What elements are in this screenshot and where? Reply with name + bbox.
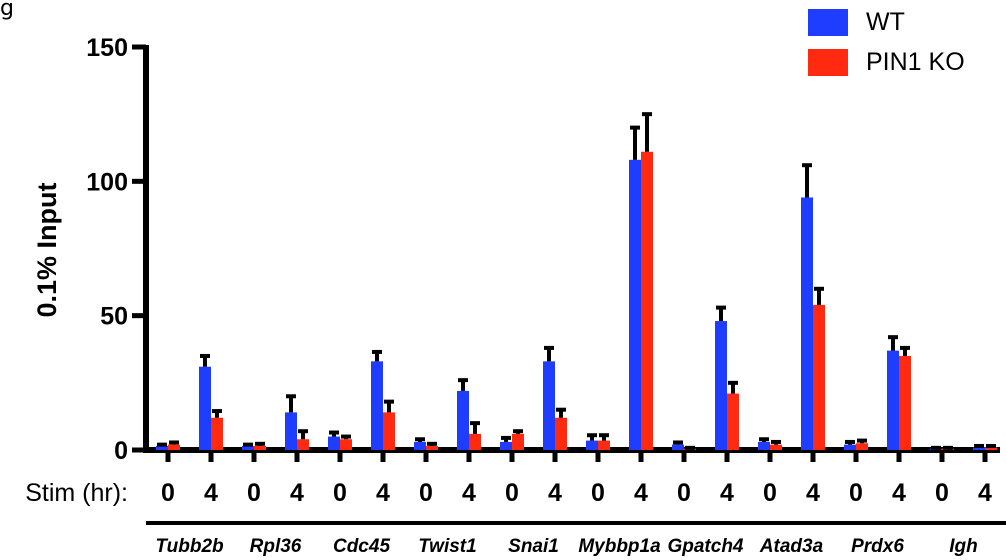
- stim-timepoint-label: 0: [419, 479, 433, 507]
- y-tick-label: 50: [100, 303, 128, 331]
- gene-label: Gpatch4: [667, 536, 743, 557]
- stim-timepoint-label: 4: [548, 479, 562, 507]
- stim-timepoint-label: 4: [978, 479, 992, 507]
- stim-timepoint-label: 0: [333, 479, 347, 507]
- bar-wt: [328, 436, 340, 450]
- bar-ko: [770, 444, 782, 450]
- legend-item-ko: PIN1 KO: [808, 44, 965, 80]
- gene-label: Igh: [949, 536, 978, 557]
- bar-ko: [340, 439, 352, 450]
- gene-label: Prdx6: [851, 536, 904, 557]
- panel-letter: g: [0, 0, 14, 21]
- bar-wt: [758, 441, 770, 450]
- gene-label: Cdc45: [333, 536, 390, 557]
- bar-wt: [973, 447, 985, 450]
- bar-wt: [801, 197, 813, 450]
- bar-ko: [641, 151, 653, 450]
- gene-label: Snai1: [508, 536, 559, 557]
- y-tick-label: 0: [114, 437, 128, 465]
- bar-wt: [844, 444, 856, 450]
- bar-wt: [672, 444, 684, 450]
- bar-wt: [629, 159, 641, 450]
- bar-wt: [543, 361, 555, 450]
- bar-ko: [985, 447, 997, 450]
- bar-wt: [457, 390, 469, 450]
- legend-swatch-wt: [808, 8, 848, 36]
- bar-ko: [598, 440, 610, 450]
- bar-ko: [211, 417, 223, 450]
- bar-ko: [555, 417, 567, 450]
- bar-wt: [285, 412, 297, 450]
- bar-wt: [414, 441, 426, 450]
- legend-label-wt: WT: [866, 7, 905, 36]
- bar-ko: [297, 439, 309, 450]
- bar-wt: [586, 440, 598, 450]
- stim-timepoint-label: 0: [763, 479, 777, 507]
- stim-timepoint-label: 4: [462, 479, 476, 507]
- y-tick-label: 150: [86, 34, 128, 62]
- stim-timepoint-label: 4: [290, 479, 304, 507]
- error-bars: [157, 112, 996, 450]
- legend-item-wt: WT: [808, 4, 965, 40]
- bar-ko: [899, 355, 911, 450]
- stim-timepoint-label: 4: [634, 479, 648, 507]
- bar-ko: [469, 433, 481, 450]
- bar-wt: [887, 350, 899, 450]
- gene-label: Rpl36: [250, 536, 302, 557]
- stim-timepoint-label: 4: [376, 479, 390, 507]
- stim-timepoint-label: 0: [677, 479, 691, 507]
- bar-ko: [383, 412, 395, 450]
- y-axis-label: 0.1% Input: [32, 182, 62, 317]
- legend-swatch-ko: [808, 48, 848, 76]
- stim-timepoint-label: 0: [591, 479, 605, 507]
- stim-timepoint-label: 0: [247, 479, 261, 507]
- x-axis-labels: 0 4 Tubb2b 0 4 Rpl36 0 4 Cdc45 0 4 Twist1 0 4 Snai1 0 4 M…: [146, 479, 1006, 557]
- stim-timepoint-label: 0: [935, 479, 949, 507]
- stim-timepoint-label: 0: [505, 479, 519, 507]
- stim-timepoint-label: 0: [849, 479, 863, 507]
- y-tick-label: 100: [86, 168, 128, 196]
- stim-timepoint-label: 4: [892, 479, 906, 507]
- bar-wt: [371, 361, 383, 450]
- bar-ko: [168, 444, 180, 450]
- stim-timepoint-label: 0: [161, 479, 175, 507]
- bar-wt: [199, 366, 211, 450]
- gene-label: Atad3a: [759, 536, 824, 557]
- legend: WT PIN1 KO: [808, 4, 965, 84]
- gene-label: Tubb2b: [155, 536, 224, 557]
- bar-ko: [813, 304, 825, 450]
- stim-timepoint-label: 4: [806, 479, 820, 507]
- bar-ko: [727, 393, 739, 450]
- stim-timepoint-label: 4: [720, 479, 734, 507]
- bar-wt: [242, 445, 254, 450]
- bar-ko: [426, 445, 438, 450]
- bars: [156, 151, 997, 450]
- bar-wt: [715, 321, 727, 450]
- bar-ko: [512, 433, 524, 450]
- bar-ko: [254, 445, 266, 450]
- legend-label-ko: PIN1 KO: [866, 47, 965, 76]
- stim-label: Stim (hr):: [25, 479, 128, 507]
- gene-label: Mybbp1a: [578, 536, 661, 557]
- bar-wt: [156, 445, 168, 450]
- bar-ko: [856, 443, 868, 450]
- stim-timepoint-label: 4: [204, 479, 218, 507]
- gene-label: Twist1: [418, 536, 476, 557]
- bar-wt: [500, 441, 512, 450]
- axes: 0 50 100 150: [86, 34, 1000, 465]
